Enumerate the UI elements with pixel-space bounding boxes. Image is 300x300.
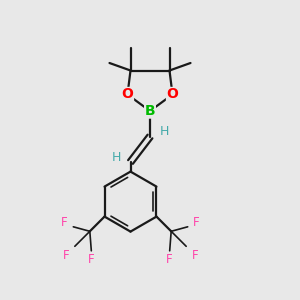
Text: F: F bbox=[88, 253, 94, 266]
Text: F: F bbox=[192, 249, 199, 262]
Text: F: F bbox=[167, 253, 173, 266]
Text: H: H bbox=[111, 151, 121, 164]
Text: O: O bbox=[122, 88, 134, 101]
Text: F: F bbox=[61, 216, 68, 229]
Text: B: B bbox=[145, 104, 155, 118]
Text: F: F bbox=[62, 249, 69, 262]
Text: H: H bbox=[160, 125, 169, 139]
Text: O: O bbox=[167, 88, 178, 101]
Text: F: F bbox=[194, 216, 200, 229]
